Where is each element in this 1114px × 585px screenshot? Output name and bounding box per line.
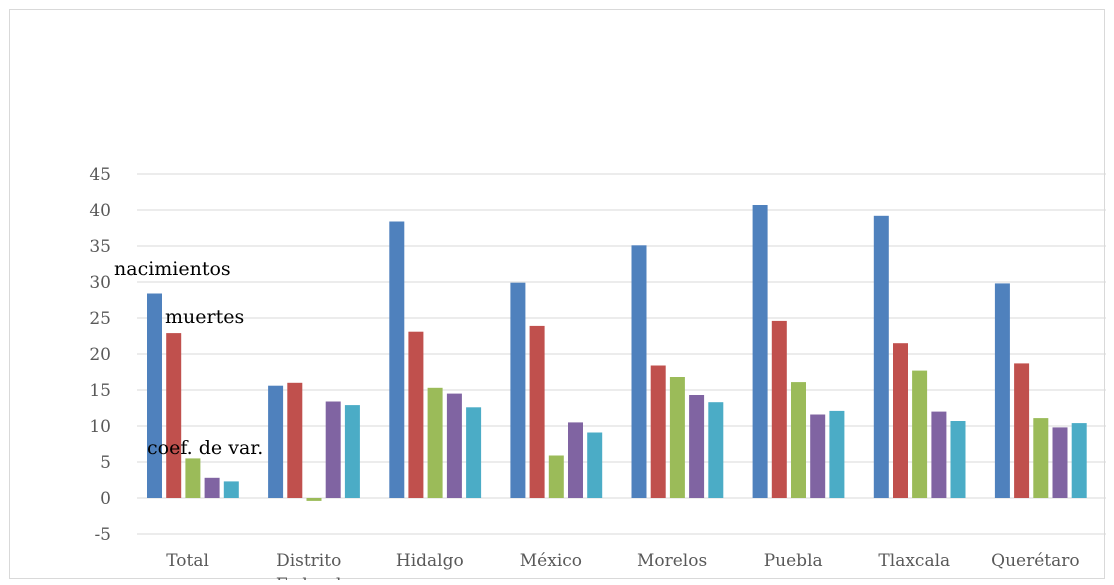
bar-series4-3 — [568, 422, 583, 498]
bar-series1-1 — [268, 385, 284, 498]
x-category-label: Querétaro — [991, 551, 1079, 571]
bar-series1-5 — [752, 205, 768, 498]
bar-series1-0 — [147, 293, 162, 498]
bar-series3-4 — [669, 377, 685, 498]
bar-series5-0 — [223, 481, 239, 498]
y-tick-label: 15 — [89, 381, 111, 401]
bar-series3-1 — [306, 498, 322, 501]
y-tick-label: 10 — [89, 417, 111, 437]
bar-series2-4 — [650, 365, 666, 498]
bar-series2-7 — [1014, 363, 1030, 498]
y-tick-label: 35 — [89, 237, 111, 257]
bar-series1-4 — [631, 245, 647, 498]
bar-series4-4 — [689, 395, 705, 498]
y-tick-label: 5 — [100, 453, 111, 473]
y-tick-label: 45 — [89, 165, 111, 185]
x-category-label: Morelos — [637, 551, 707, 571]
bar-series4-7 — [1052, 427, 1068, 498]
bar-series5-6 — [950, 421, 966, 498]
bar-series5-1 — [344, 405, 360, 498]
bar-series1-3 — [510, 282, 526, 498]
bar-series5-7 — [1071, 423, 1087, 498]
bar-series5-5 — [829, 410, 845, 498]
y-tick-label: 30 — [89, 273, 111, 293]
annotation-nacimientos: nacimientos — [114, 258, 231, 280]
bar-series3-2 — [427, 387, 443, 498]
bar-series1-2 — [389, 221, 405, 498]
bar-series1-6 — [873, 215, 889, 499]
x-category-label: Total — [166, 551, 209, 571]
bar-series2-3 — [529, 325, 545, 498]
bar-chart: -5 0 5 10 15 20 25 30 35 40 45 Total Distrito Federa… — [89, 165, 1106, 585]
y-tick-label: 25 — [89, 309, 111, 329]
bar-series4-6 — [931, 411, 947, 498]
annotation-coef-de-var: coef. de var. — [147, 437, 263, 459]
annotation-muertes: muertes — [165, 306, 244, 328]
x-category-label: Federal — [276, 575, 342, 580]
bar-series4-2 — [446, 393, 462, 498]
x-category-label: Distrito — [276, 551, 341, 571]
bar-series3-0 — [185, 458, 201, 498]
x-category-label: Tlaxcala — [878, 551, 950, 571]
bar-series2-1 — [287, 382, 303, 498]
x-category-label: Puebla — [764, 551, 823, 571]
bar-series4-1 — [325, 401, 341, 498]
x-category-label: México — [520, 551, 582, 571]
y-tick-label: 20 — [89, 345, 111, 365]
bar-series3-3 — [548, 455, 564, 498]
bar-series5-2 — [466, 407, 482, 498]
bar-series1-7 — [994, 283, 1010, 498]
bar-series3-7 — [1033, 418, 1049, 498]
bar-series5-4 — [708, 402, 724, 498]
bar-series2-6 — [893, 343, 908, 498]
y-tick-label: -5 — [94, 525, 111, 545]
bar-series2-5 — [771, 320, 787, 498]
y-axis-ticks: -5 0 5 10 15 20 25 30 35 40 45 — [89, 165, 111, 545]
bar-series4-5 — [810, 414, 826, 498]
bars — [147, 205, 1087, 501]
bar-series4-0 — [204, 477, 220, 498]
y-tick-label: 40 — [89, 201, 111, 221]
x-axis-labels: Total Distrito Federal Hidalgo México Morelos… — [166, 551, 1079, 585]
bar-series2-0 — [166, 333, 182, 498]
chart-frame: -5 0 5 10 15 20 25 30 35 40 45 Total Distrito Federa… — [9, 9, 1106, 585]
y-tick-label: 0 — [100, 489, 111, 509]
bar-series3-5 — [791, 382, 806, 498]
bar-series3-6 — [912, 370, 928, 498]
x-category-label: Hidalgo — [396, 551, 464, 571]
bar-series5-3 — [587, 432, 603, 498]
bar-series2-2 — [408, 331, 424, 498]
